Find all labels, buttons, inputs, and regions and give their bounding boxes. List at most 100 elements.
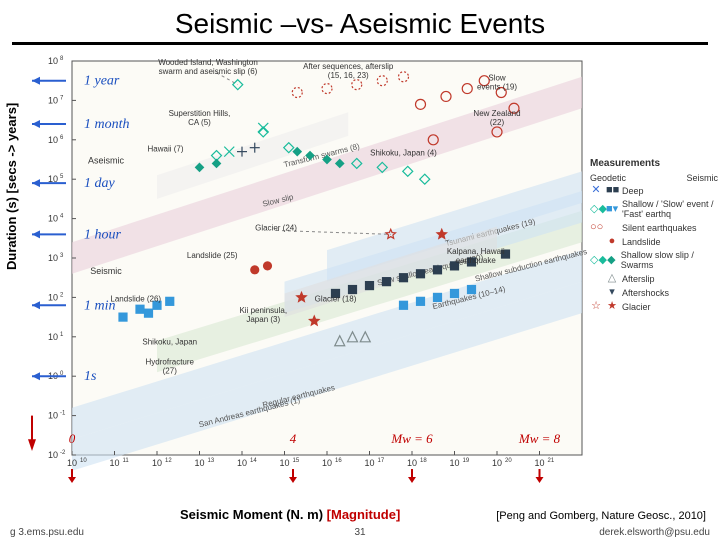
legend-subheaders: Geodetic Seismic bbox=[590, 173, 718, 183]
citation: [Peng and Gomberg, Nature Geosc., 2010] bbox=[496, 510, 706, 522]
svg-text:10: 10 bbox=[67, 458, 77, 468]
svg-text:14: 14 bbox=[250, 458, 257, 464]
svg-text:After sequences, afterslip: After sequences, afterslip bbox=[303, 62, 394, 71]
legend-row: ▾Aftershocks bbox=[590, 287, 718, 298]
svg-text:Seismic: Seismic bbox=[90, 266, 122, 276]
svg-text:15: 15 bbox=[293, 458, 300, 464]
legend-row: △Afterslip bbox=[590, 273, 718, 284]
svg-text:Glacier (24): Glacier (24) bbox=[255, 223, 297, 232]
svg-text:Aseismic: Aseismic bbox=[88, 155, 125, 165]
svg-text:11: 11 bbox=[123, 458, 130, 464]
legend-row: ●Landslide bbox=[590, 236, 718, 247]
svg-text:10: 10 bbox=[194, 458, 204, 468]
svg-text:10: 10 bbox=[48, 253, 58, 263]
svg-text:10: 10 bbox=[322, 458, 332, 468]
scatter-plot: Regular earthquakesSan Andreas earthquak… bbox=[28, 55, 588, 485]
legend-col-seismic: Seismic bbox=[686, 173, 718, 183]
legend-row: ☆★Glacier bbox=[590, 301, 718, 312]
svg-text:6: 6 bbox=[60, 135, 64, 141]
svg-text:Shikoku, Japan: Shikoku, Japan bbox=[142, 338, 197, 347]
svg-text:0: 0 bbox=[69, 431, 76, 446]
svg-text:10: 10 bbox=[48, 214, 58, 224]
plot-area: Regular earthquakesSan Andreas earthquak… bbox=[28, 55, 588, 485]
legend-row: ○○Silent earthquakes bbox=[590, 222, 718, 233]
svg-text:Mw = 6: Mw = 6 bbox=[390, 431, 433, 446]
svg-text:10: 10 bbox=[364, 458, 374, 468]
svg-text:10: 10 bbox=[237, 458, 247, 468]
svg-text:Hawaii (7): Hawaii (7) bbox=[147, 145, 183, 154]
svg-text:Landslide (26): Landslide (26) bbox=[110, 294, 161, 303]
svg-text:1 day: 1 day bbox=[84, 176, 116, 191]
svg-text:10: 10 bbox=[48, 292, 58, 302]
svg-text:10: 10 bbox=[48, 56, 58, 66]
page-title: Seismic –vs- Aseismic Events bbox=[0, 0, 720, 42]
svg-text:4: 4 bbox=[60, 214, 64, 220]
svg-text:10: 10 bbox=[279, 458, 289, 468]
legend-header: Measurements bbox=[590, 158, 718, 169]
svg-text:CA (5): CA (5) bbox=[188, 118, 211, 127]
svg-text:4: 4 bbox=[290, 431, 297, 446]
svg-text:10: 10 bbox=[48, 332, 58, 342]
svg-text:10: 10 bbox=[109, 458, 119, 468]
svg-text:18: 18 bbox=[420, 458, 427, 464]
svg-text:Landslide (25): Landslide (25) bbox=[187, 251, 238, 260]
svg-text:1 month: 1 month bbox=[84, 117, 130, 132]
svg-text:1s: 1s bbox=[84, 369, 97, 384]
svg-text:20: 20 bbox=[505, 458, 512, 464]
legend: Measurements Geodetic Seismic ✕■■Deep ◇◆■… bbox=[590, 158, 718, 315]
svg-text:10: 10 bbox=[449, 458, 459, 468]
legend-row: ✕■■Deep bbox=[590, 185, 718, 196]
svg-text:10: 10 bbox=[80, 458, 87, 464]
svg-text:19: 19 bbox=[463, 458, 470, 464]
legend-col-geodetic: Geodetic bbox=[590, 173, 626, 183]
svg-text:1 hour: 1 hour bbox=[84, 227, 122, 242]
svg-text:10: 10 bbox=[152, 458, 162, 468]
svg-text:(27): (27) bbox=[163, 366, 178, 375]
footer-right: derek.elsworth@psu.edu bbox=[599, 527, 710, 538]
svg-text:swarm and aseismic slip (6): swarm and aseismic slip (6) bbox=[159, 67, 258, 76]
svg-text:Shikoku, Japan (4): Shikoku, Japan (4) bbox=[370, 149, 437, 158]
svg-text:10: 10 bbox=[48, 411, 58, 421]
svg-text:Mw = 8: Mw = 8 bbox=[518, 431, 561, 446]
svg-text:earthquake: earthquake bbox=[456, 256, 497, 265]
y-axis-label: Duration (s) [secs -> years] bbox=[4, 103, 19, 270]
svg-text:12: 12 bbox=[165, 458, 172, 464]
x-axis-label: Seismic Moment (N. m) [Magnitude] bbox=[180, 507, 400, 522]
legend-row: ◇◆■▾Shallow / 'Slow' event / 'Fast' eart… bbox=[590, 199, 718, 219]
svg-text:events (19): events (19) bbox=[477, 83, 517, 92]
svg-text:Superstition Hills,: Superstition Hills, bbox=[169, 109, 231, 118]
xlabel-base: Seismic Moment (N. m) bbox=[180, 507, 323, 522]
svg-text:8: 8 bbox=[60, 56, 64, 62]
svg-text:Kii peninsula,: Kii peninsula, bbox=[239, 306, 287, 315]
svg-text:7: 7 bbox=[60, 95, 64, 101]
svg-text:Hydrofracture: Hydrofracture bbox=[146, 357, 195, 366]
title-divider bbox=[12, 42, 708, 45]
svg-text:Wooded Island, Washington: Wooded Island, Washington bbox=[158, 58, 258, 67]
svg-text:Slow: Slow bbox=[488, 74, 506, 83]
svg-text:Kalpana, Hawaii: Kalpana, Hawaii bbox=[447, 247, 505, 256]
svg-text:10: 10 bbox=[48, 135, 58, 145]
svg-text:17: 17 bbox=[378, 458, 385, 464]
svg-text:10: 10 bbox=[534, 458, 544, 468]
svg-text:3: 3 bbox=[60, 253, 64, 259]
svg-text:New Zealand: New Zealand bbox=[473, 109, 520, 118]
svg-text:1: 1 bbox=[60, 332, 64, 338]
svg-text:13: 13 bbox=[208, 458, 215, 464]
svg-text:10: 10 bbox=[48, 450, 58, 460]
svg-text:(15, 16, 23): (15, 16, 23) bbox=[328, 71, 369, 80]
svg-text:16: 16 bbox=[335, 458, 342, 464]
xlabel-magnitude: [Magnitude] bbox=[327, 507, 401, 522]
svg-text:10: 10 bbox=[48, 95, 58, 105]
svg-text:(22): (22) bbox=[490, 118, 505, 127]
legend-row: ◇◆◆Shallow slow slip / Swarms bbox=[590, 250, 718, 270]
svg-text:-2: -2 bbox=[60, 450, 66, 456]
svg-text:Japan (3): Japan (3) bbox=[246, 315, 280, 324]
footer-left: g 3.ems.psu.edu bbox=[10, 527, 84, 538]
svg-text:10: 10 bbox=[492, 458, 502, 468]
svg-text:10: 10 bbox=[407, 458, 417, 468]
svg-text:2: 2 bbox=[60, 292, 64, 298]
svg-text:21: 21 bbox=[548, 458, 555, 464]
svg-text:5: 5 bbox=[60, 174, 64, 180]
page-number: 31 bbox=[354, 527, 365, 538]
svg-text:-1: -1 bbox=[60, 411, 66, 417]
